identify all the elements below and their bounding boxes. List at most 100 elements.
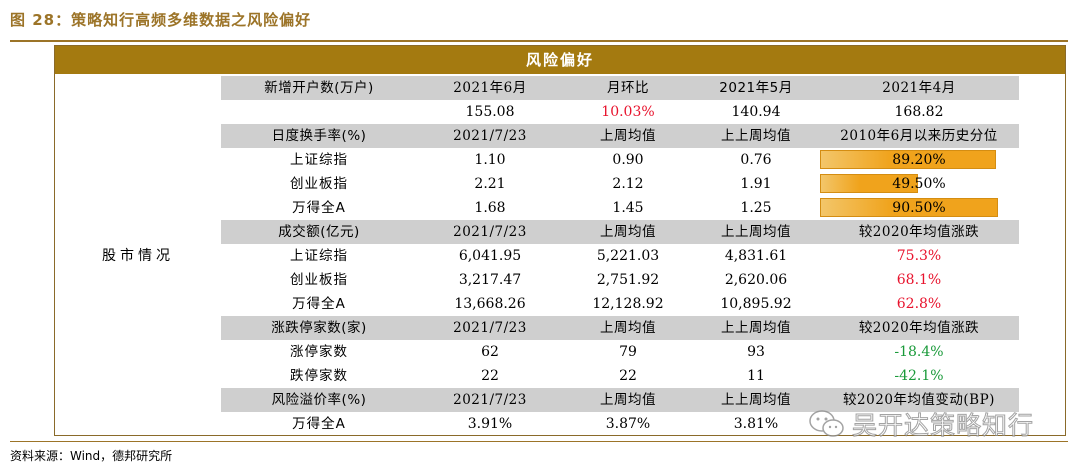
percentile-bar-track: [820, 198, 1017, 217]
percentile-bar-track: [820, 174, 1017, 193]
header-cell: 较2020年均值涨跌: [858, 320, 980, 336]
table-header-row: 新增开户数(万户) 2021年6月 月环比 2021年5月 2021年4月: [221, 76, 1019, 100]
table-cell: 1.25: [740, 200, 772, 216]
table-cell: 上证综指: [290, 248, 348, 264]
title-rule: [10, 40, 1068, 42]
row-group-label: 股市情况: [102, 248, 174, 264]
header-cell: 日度换手率(%): [271, 128, 367, 144]
percentile-bar: [820, 174, 918, 193]
table-row: 万得全A 3.91% 3.87% 3.81%: [221, 412, 1019, 436]
table-cell: 12,128.92: [592, 296, 664, 312]
header-cell: 2021/7/23: [453, 392, 527, 408]
table-cell: 创业板指: [290, 272, 348, 288]
table-cell: 2.12: [612, 176, 644, 192]
header-cell: 新增开户数(万户): [264, 80, 374, 96]
header-cell: 2021/7/23: [453, 224, 527, 240]
table-cell: 10,895.92: [720, 296, 792, 312]
table-cell: 89.20%: [819, 148, 1019, 172]
table-row: 涨停家数 62 79 93 -18.4%: [221, 340, 1019, 364]
table-row: 创业板指 3,217.47 2,751.92 2,620.06 68.1%: [221, 268, 1019, 292]
table-cell: 140.94: [731, 104, 781, 120]
table-cell: 90.50%: [819, 196, 1019, 220]
table-header-row: 涨跌停家数(家) 2021/7/23 上周均值 上上周均值 较2020年均值涨跌: [221, 316, 1019, 340]
table-cell: 62.8%: [896, 296, 942, 312]
source-note: 资料来源：Wind，德邦研究所: [10, 449, 173, 463]
header-cell: 涨跌停家数(家): [271, 320, 367, 336]
header-cell: 2021/7/23: [453, 128, 527, 144]
table-cell: 0.76: [740, 152, 772, 168]
header-cell: 风险溢价率(%): [271, 392, 367, 408]
table-cell: 1.91: [740, 176, 772, 192]
table-cell: 155.08: [465, 104, 515, 120]
table-cell: 跌停家数: [290, 368, 348, 384]
figure-title: 图 28：策略知行高频多维数据之风险偏好: [10, 11, 312, 29]
table-cell: 79: [619, 344, 637, 360]
header-cell: 2021年6月: [453, 80, 527, 96]
table-cell: 涨停家数: [290, 344, 348, 360]
header-cell: 2021/7/23: [453, 320, 527, 336]
table-cell: 75.3%: [896, 248, 942, 264]
header-cell: 上上周均值: [721, 224, 791, 240]
percentile-value: 90.50%: [892, 200, 946, 216]
table-band-title: 风险偏好: [55, 46, 1065, 74]
source-rule: [10, 441, 1068, 442]
table-cell: [221, 100, 417, 124]
table-cell: -18.4%: [894, 344, 944, 360]
header-cell: 上上周均值: [721, 320, 791, 336]
table-cell: 11: [747, 368, 765, 384]
table-header-row: 风险溢价率(%) 2021/7/23 上周均值 上上周均值 较2020年均值变动(BP): [221, 388, 1019, 412]
percentile-value: 89.20%: [892, 152, 946, 168]
table-cell: 3.87%: [605, 416, 651, 432]
table-cell: 1.10: [474, 152, 506, 168]
table-cell: 2,751.92: [596, 272, 660, 288]
header-cell: 成交额(亿元): [278, 224, 360, 240]
table-header-row: 成交额(亿元) 2021/7/23 上周均值 上上周均值 较2020年均值涨跌: [221, 220, 1019, 244]
table-cell: 上证综指: [290, 152, 348, 168]
table-cell: 6,041.95: [458, 248, 522, 264]
table-cell: 2.21: [474, 176, 506, 192]
header-cell: 2010年6月以来历史分位: [840, 128, 998, 144]
risk-appetite-table: 风险偏好 股市情况 新增开户数(万户) 2021年6月 月环比 2021年5月 2021…: [54, 45, 1066, 436]
table-cell: 168.82: [894, 104, 944, 120]
header-cell: 上上周均值: [721, 392, 791, 408]
table-cell: 3,217.47: [458, 272, 522, 288]
percentile-bar: [820, 198, 999, 217]
table-cell: 49.50%: [819, 172, 1019, 196]
header-cell: 上周均值: [600, 128, 656, 144]
table-row: 跌停家数 22 22 11 -42.1%: [221, 364, 1019, 388]
percentile-bar-track: [820, 150, 1017, 169]
table-row: 创业板指 2.21 2.12 1.91 49.50%: [221, 172, 1019, 196]
percentile-bar: [820, 150, 996, 169]
table-cell: 22: [481, 368, 499, 384]
header-cell: 上上周均值: [721, 128, 791, 144]
table-cell: 68.1%: [896, 272, 942, 288]
table-header-row: 日度换手率(%) 2021/7/23 上周均值 上上周均值 2010年6月以来历史分位: [221, 124, 1019, 148]
table-cell: 13,668.26: [454, 296, 526, 312]
table-cell: 万得全A: [292, 200, 346, 216]
watermark-text: 吴开达策略知行: [851, 411, 1035, 441]
header-cell: 月环比: [607, 80, 649, 96]
table-row: 万得全A 1.68 1.45 1.25 90.50%: [221, 196, 1019, 220]
table-cell: 5,221.03: [596, 248, 660, 264]
table-row: 155.08 10.03% 140.94 168.82: [221, 100, 1019, 124]
table-cell: 0.90: [612, 152, 644, 168]
table-cell: 62: [481, 344, 499, 360]
table-cell: 1.45: [612, 200, 644, 216]
header-cell: 2021年4月: [882, 80, 956, 96]
watermark: 吴开达策略知行: [808, 406, 1034, 442]
table-cell: 93: [747, 344, 765, 360]
header-cell: 2021年5月: [719, 80, 793, 96]
table-cell: 10.03%: [601, 104, 655, 120]
table-cell: 3.91%: [467, 416, 513, 432]
header-cell: 上周均值: [600, 320, 656, 336]
wechat-icon: [809, 410, 844, 437]
header-cell: 较2020年均值变动(BP): [843, 392, 995, 408]
table-cell: 万得全A: [292, 416, 346, 432]
table-cell: 创业板指: [290, 176, 348, 192]
table-cell: 万得全A: [292, 296, 346, 312]
table-cell: 3.81%: [733, 416, 779, 432]
table-cell: 4,831.61: [724, 248, 788, 264]
table-row: 上证综指 6,041.95 5,221.03 4,831.61 75.3%: [221, 244, 1019, 268]
header-cell: 上周均值: [600, 392, 656, 408]
header-cell: 较2020年均值涨跌: [858, 224, 980, 240]
